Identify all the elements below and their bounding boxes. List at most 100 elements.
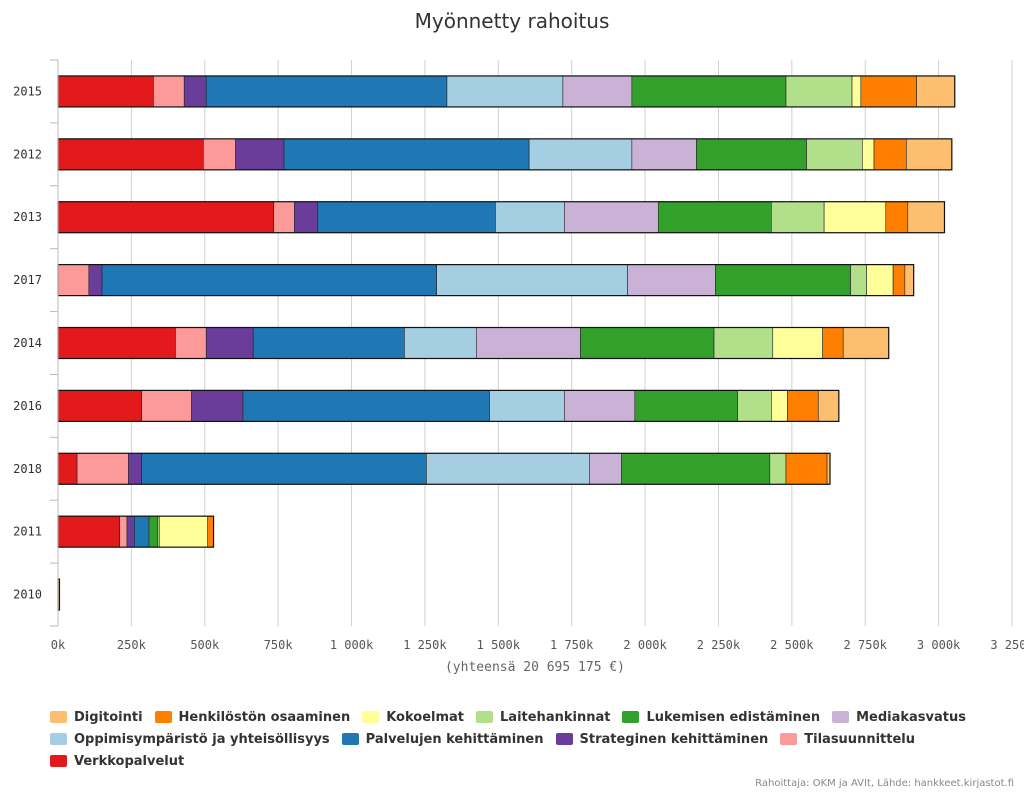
x-tick-label: 2 500k: [770, 638, 814, 652]
legend-label: Lukemisen edistäminen: [646, 709, 821, 725]
bar-segment: [851, 75, 862, 108]
legend-item[interactable]: Verkkopalvelut: [50, 754, 184, 769]
bar-segment: [88, 264, 103, 296]
bar-segment: [57, 138, 204, 171]
bar-segment: [873, 138, 907, 171]
bar-segment: [475, 327, 581, 359]
bar-segment: [772, 327, 823, 359]
bar-segment: [866, 264, 894, 296]
bar-segment: [317, 201, 496, 234]
y-tick-label: 2015: [13, 84, 42, 98]
bar-segment: [822, 327, 844, 359]
legend-item[interactable]: Digitointi: [50, 710, 143, 725]
bar-segment: [631, 75, 787, 108]
bar-segment: [495, 201, 565, 234]
legend-item[interactable]: Palvelujen kehittäminen: [341, 731, 544, 747]
x-tick-label: 1 750k: [550, 638, 594, 652]
bar-segment: [273, 201, 295, 234]
bar-segment: [580, 327, 715, 359]
bar-segment: [283, 138, 530, 171]
legend-item[interactable]: Tilasuunnittelu: [780, 732, 915, 747]
legend-label: Palvelujen kehittäminen: [365, 731, 544, 747]
legend-item[interactable]: Kokoelmat: [362, 710, 464, 725]
bar-segment: [141, 390, 192, 422]
x-tick-label: 500k: [190, 638, 220, 652]
legend-item[interactable]: Lukemisen edistäminen: [622, 710, 820, 725]
bar-segment: [589, 452, 622, 485]
stacked-bar-chart: Myönnetty rahoitus 0k 250k 500k 750k 1 000k 1…: [13, 9, 1024, 675]
legend: Digitointi Henkilöstön osaaminen Kokoelmat…: [50, 706, 990, 772]
axes: 0k 250k 500k 750k 1 000k 1 250k 1 500k 1 750k 2 …: [13, 59, 1024, 652]
legend-label: Oppimisympäristö ja yhteisöllisyys: [74, 731, 330, 747]
legend-swatch: [832, 711, 850, 723]
bar-segment: [57, 515, 120, 548]
legend-label: Strateginen kehittäminen: [579, 731, 769, 747]
bar-segment: [785, 452, 828, 485]
bar-segment: [148, 515, 159, 548]
bar-segment: [715, 264, 851, 296]
x-tick-label: 1 000k: [330, 638, 374, 652]
bar-segment: [57, 75, 154, 108]
bar-segment: [205, 75, 448, 108]
legend-label: Digitointi: [74, 709, 143, 725]
y-tick-label: 2010: [13, 588, 42, 602]
legend-label: Laitehankinnat: [500, 709, 611, 725]
y-tick-label: 2018: [13, 462, 42, 476]
bar-segment: [57, 327, 176, 359]
bar-segment: [860, 75, 917, 108]
legend-row: Verkkopalvelut: [50, 750, 990, 772]
legend-item[interactable]: Strateginen kehittäminen: [555, 731, 769, 747]
bar-segment: [850, 264, 867, 296]
legend-label: Kokoelmat: [386, 709, 465, 725]
x-tick-label: 1 250k: [403, 638, 447, 652]
x-tick-label: 3 000k: [917, 638, 961, 652]
bar-segment: [885, 201, 909, 234]
bar-segment: [564, 390, 636, 422]
bar-segment: [404, 327, 477, 359]
y-tick-label: 2016: [13, 399, 42, 413]
bar-segment: [904, 264, 914, 296]
bar-segment: [101, 264, 437, 296]
legend-item[interactable]: Mediakasvatus: [832, 710, 966, 725]
y-tick-label: 2012: [13, 147, 42, 161]
bar-segment: [528, 138, 633, 171]
bar-segment: [823, 201, 887, 234]
legend-row: Digitointi Henkilöstön osaaminen Kokoelmat…: [50, 706, 990, 728]
legend-swatch: [154, 711, 172, 723]
bar-segment: [657, 201, 772, 234]
legend-item[interactable]: Oppimisympäristö ja yhteisöllisyys: [50, 732, 330, 747]
legend-swatch: [780, 733, 798, 745]
y-tick-label: 2013: [13, 210, 42, 224]
bar-segment: [631, 138, 697, 171]
bar-segment: [57, 390, 142, 422]
bar-segment: [916, 75, 956, 108]
bar-segment: [153, 75, 185, 108]
legend-item[interactable]: Henkilöstön osaaminen: [154, 710, 350, 725]
bar-segment: [205, 327, 254, 359]
bar-segment: [634, 390, 738, 422]
bar-segment: [128, 452, 142, 485]
legend-row: Oppimisympäristö ja yhteisöllisyys Palvel…: [50, 728, 990, 750]
bar-segment: [436, 264, 628, 296]
x-tick-label: 2 750k: [844, 638, 888, 652]
x-tick-label: 1 500k: [477, 638, 521, 652]
x-tick-label: 2 250k: [697, 638, 741, 652]
bar-segment: [235, 138, 285, 171]
bar-segment: [203, 138, 236, 171]
bar-segment: [57, 264, 90, 296]
bar-segment: [564, 201, 659, 234]
legend-swatch: [476, 711, 494, 723]
bar-segment: [426, 452, 590, 485]
bar-segment: [183, 75, 207, 108]
legend-item[interactable]: Laitehankinnat: [476, 710, 610, 725]
bar-segment: [806, 138, 863, 171]
bar-segment: [293, 201, 319, 234]
chart-title: Myönnetty rahoitus: [415, 9, 610, 33]
bar-segment: [175, 327, 207, 359]
bar-segment: [892, 264, 906, 296]
bar-segment: [627, 264, 716, 296]
bars: [57, 75, 956, 611]
bar-segment: [57, 452, 78, 485]
y-tick-label: 2014: [13, 336, 42, 350]
legend-swatch: [622, 711, 640, 723]
